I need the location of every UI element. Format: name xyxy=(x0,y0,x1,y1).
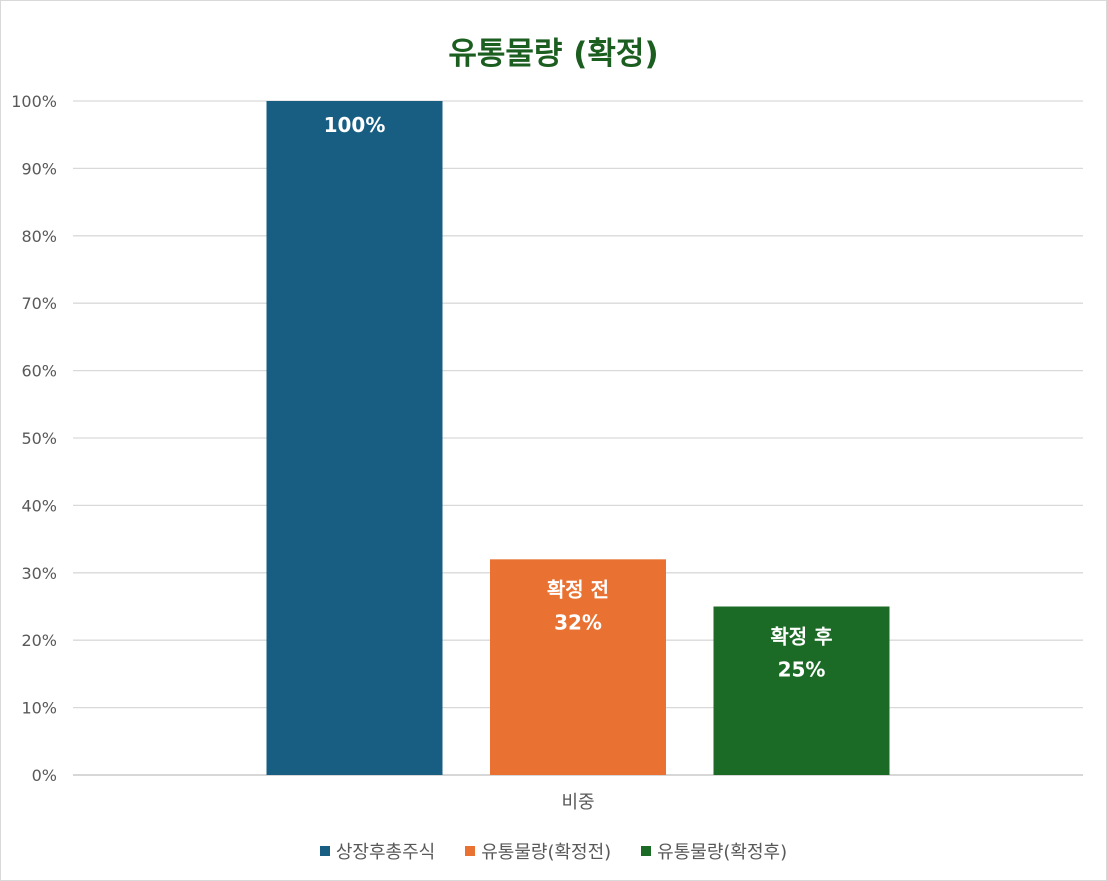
bars xyxy=(266,101,890,775)
y-tick-label: 80% xyxy=(21,227,57,246)
x-category-label: 비중 xyxy=(561,792,594,813)
legend-item: 유통물량(확정전) xyxy=(465,838,611,864)
y-tick-label: 70% xyxy=(21,294,57,313)
y-tick-label: 90% xyxy=(21,159,57,178)
bar xyxy=(266,101,443,775)
x-axis-category-labels: 비중 xyxy=(561,792,594,813)
y-tick-label: 60% xyxy=(21,362,57,381)
legend-swatch xyxy=(465,846,476,856)
bar-data-label: 확정 전 xyxy=(547,577,609,601)
legend-swatch xyxy=(319,846,330,856)
legend-swatch xyxy=(641,846,652,856)
legend-label: 상장후총주식 xyxy=(335,842,436,863)
legend-label: 유통물량(확정후) xyxy=(657,842,788,863)
bar xyxy=(490,559,666,775)
y-tick-label: 20% xyxy=(21,631,57,650)
bar-data-label: 확정 후 xyxy=(770,625,832,649)
chart-title: 유통물량 (확정) xyxy=(448,36,659,72)
y-tick-label: 30% xyxy=(21,564,57,583)
grid-lines xyxy=(73,100,1083,776)
bar xyxy=(713,606,890,775)
legend-item: 유통물량(확정후) xyxy=(641,838,787,864)
y-tick-label: 0% xyxy=(32,766,57,785)
bar-data-label: 32% xyxy=(554,610,602,634)
legend: 상장후총주식 유통물량(확정전) 유통물량(확정후) xyxy=(0,838,1107,864)
bar-data-label: 100% xyxy=(324,113,386,137)
legend-label: 유통물량(확정전) xyxy=(481,842,612,863)
data-labels: 100% 확정 전 32% 확정 후 25% xyxy=(324,113,833,682)
y-axis-tick-labels: 0% 10% 20% 30% 40% 50% 60% 70% 80% 90% 100% xyxy=(11,92,57,785)
y-tick-label: 40% xyxy=(21,496,57,515)
bar-data-label: 25% xyxy=(778,658,826,682)
y-tick-label: 50% xyxy=(21,429,57,448)
legend-item: 상장후총주식 xyxy=(319,838,436,864)
y-tick-label: 100% xyxy=(11,92,57,111)
y-tick-label: 10% xyxy=(21,699,57,718)
